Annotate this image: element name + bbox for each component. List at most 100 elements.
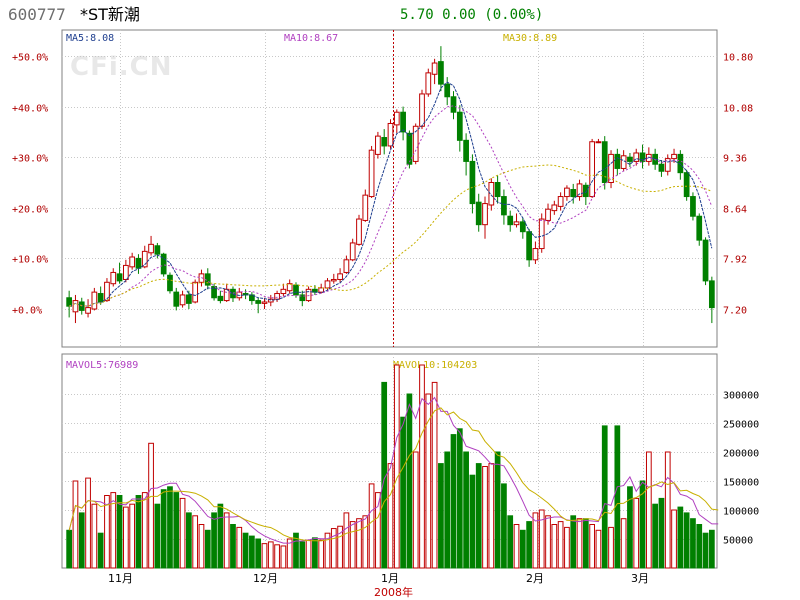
volume-bar bbox=[154, 503, 161, 569]
ma10-label: MA10:8.67 bbox=[284, 33, 339, 44]
volume-bar bbox=[412, 451, 419, 569]
volume-bar bbox=[419, 364, 425, 569]
ma5-label: MA5:8.08 bbox=[66, 33, 115, 44]
volume-bar bbox=[589, 524, 595, 569]
volume-tick-label: 200000 bbox=[723, 449, 759, 460]
candle-body bbox=[368, 149, 375, 198]
volume-bar bbox=[406, 393, 413, 569]
candle-body bbox=[589, 141, 595, 198]
candle-body bbox=[324, 280, 331, 289]
volume-bar bbox=[267, 541, 274, 569]
candle-body bbox=[141, 250, 148, 268]
candle-body bbox=[595, 141, 602, 144]
volume-bar bbox=[645, 451, 652, 569]
candle-body bbox=[450, 96, 457, 113]
volume-bar bbox=[217, 503, 224, 569]
candle-body bbox=[532, 248, 539, 261]
pct-tick-label: +10.0% bbox=[12, 255, 48, 266]
candle-body bbox=[463, 139, 469, 162]
volume-bar bbox=[507, 515, 514, 569]
volume-bar bbox=[293, 532, 299, 569]
candle-body bbox=[135, 257, 142, 269]
candle-body bbox=[406, 132, 413, 165]
candle-body bbox=[280, 288, 287, 295]
candle-body bbox=[293, 284, 299, 296]
volume-bar bbox=[538, 509, 545, 569]
volume-bar bbox=[104, 495, 110, 569]
candle-body bbox=[267, 298, 274, 303]
candle-body bbox=[658, 163, 665, 172]
candle-body bbox=[192, 281, 199, 303]
pct-tick-label: +30.0% bbox=[12, 154, 48, 165]
volume-bar bbox=[601, 425, 608, 569]
candle-body bbox=[551, 204, 558, 212]
volume-bar bbox=[438, 463, 444, 569]
volume-bar bbox=[110, 492, 117, 569]
volume-bar bbox=[595, 529, 602, 569]
volume-bar bbox=[72, 480, 79, 569]
pct-tick-label: +50.0% bbox=[12, 53, 48, 64]
candle-body bbox=[274, 293, 280, 300]
volume-bar bbox=[526, 521, 532, 569]
volume-bar bbox=[501, 483, 507, 569]
volume-bar bbox=[204, 529, 211, 569]
candle-body bbox=[564, 187, 570, 198]
volume-bar bbox=[532, 512, 539, 569]
volume-bar bbox=[135, 495, 142, 569]
volume-bar bbox=[564, 526, 570, 569]
ma5-line bbox=[68, 81, 713, 307]
volume-bar bbox=[463, 451, 469, 569]
volume-bar bbox=[444, 451, 451, 569]
candle-body bbox=[627, 156, 633, 162]
volume-bar bbox=[91, 503, 98, 569]
candle-body bbox=[186, 294, 192, 304]
volume-bar bbox=[167, 486, 173, 569]
volume-bar bbox=[186, 512, 192, 569]
pct-tick-label: +0.0% bbox=[12, 306, 42, 317]
volume-bar bbox=[671, 509, 677, 569]
volume-bar bbox=[349, 521, 356, 569]
volume-bar bbox=[122, 506, 129, 569]
volume-bar bbox=[236, 526, 243, 569]
volume-bar bbox=[274, 544, 280, 569]
candle-body bbox=[299, 294, 306, 302]
volume-bar bbox=[337, 525, 343, 569]
volume-bar bbox=[280, 545, 287, 569]
volume-bar bbox=[658, 497, 665, 569]
candle-body bbox=[513, 221, 520, 226]
stock-name: *ST新潮 bbox=[80, 5, 140, 24]
volume-bar bbox=[375, 492, 381, 569]
volume-bar bbox=[551, 524, 558, 569]
candle-body bbox=[576, 183, 583, 198]
price-tick-label: 7.92 bbox=[723, 255, 747, 266]
candle-body bbox=[664, 158, 671, 172]
volume-bar bbox=[387, 463, 394, 569]
candle-body bbox=[148, 243, 154, 254]
ma30-label: MA30:8.89 bbox=[503, 33, 558, 44]
price-tick-label: 10.80 bbox=[723, 53, 753, 64]
month-label: 3月 bbox=[631, 572, 649, 585]
candle-body bbox=[557, 196, 564, 207]
candle-body bbox=[494, 182, 501, 198]
volume-bar bbox=[173, 492, 180, 569]
volume-bar bbox=[160, 489, 167, 569]
candle-body bbox=[469, 160, 476, 205]
volume-bar bbox=[116, 495, 123, 569]
volume-bar bbox=[652, 503, 659, 569]
candle-body bbox=[160, 253, 167, 275]
volume-bar bbox=[230, 524, 236, 569]
mavol10-label: MAVOL10:104203 bbox=[393, 360, 478, 371]
candle-body bbox=[85, 307, 91, 314]
volume-bar bbox=[677, 506, 684, 569]
volume-tick-label: 150000 bbox=[723, 478, 759, 489]
mavol10-line bbox=[68, 407, 719, 542]
candle-body bbox=[330, 278, 337, 282]
volume-bar bbox=[211, 512, 217, 569]
candle-body bbox=[570, 189, 577, 198]
candle-body bbox=[337, 273, 343, 280]
candle-body bbox=[482, 203, 488, 226]
candle-body bbox=[173, 291, 180, 307]
pct-tick-label: +20.0% bbox=[12, 205, 48, 216]
candle-body bbox=[419, 93, 425, 127]
